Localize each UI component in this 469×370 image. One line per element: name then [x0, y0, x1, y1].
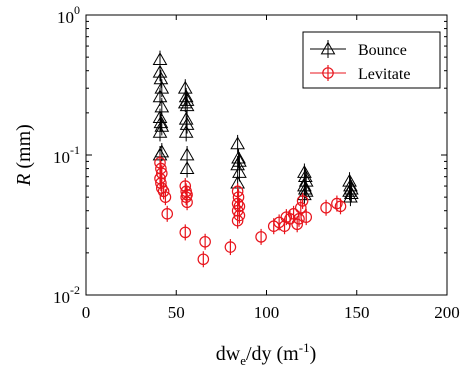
bounce-point — [178, 123, 194, 142]
levitate-point — [197, 251, 210, 268]
series-bounce — [152, 50, 359, 207]
x-tick-label: 150 — [344, 303, 370, 322]
y-tick-label: 100 — [57, 3, 80, 27]
bounce-point — [230, 134, 245, 153]
x-tick-label: 100 — [254, 303, 280, 322]
levitate-point — [157, 183, 170, 200]
levitate-point — [159, 189, 172, 206]
bounce-point — [152, 123, 168, 142]
bounce-point — [179, 96, 195, 115]
bounce-point — [231, 149, 246, 168]
bounce-point — [152, 63, 168, 82]
legend-label: Bounce — [358, 42, 407, 59]
axis-ticks — [85, 14, 448, 296]
bounce-point — [343, 184, 359, 203]
levitate-point — [199, 233, 211, 250]
levitate-point — [161, 205, 174, 222]
levitate-point — [224, 239, 237, 256]
x-tick-label: 50 — [168, 303, 185, 322]
x-tick-label: 200 — [434, 303, 460, 322]
tick-labels: 0 50 100 150 200 100 10-1 10-2 — [53, 3, 460, 322]
bounce-point — [154, 117, 170, 136]
legend-marker-levitate — [322, 65, 334, 81]
bounce-point — [232, 163, 247, 182]
series-levitate — [154, 154, 347, 268]
legend-box — [302, 31, 441, 89]
legend-item-bounce: Bounce — [310, 40, 407, 59]
levitate-point — [294, 199, 307, 216]
legend: Bounce Levitate — [302, 31, 441, 89]
levitate-point — [181, 194, 193, 211]
bounce-point — [179, 159, 195, 178]
bounce-point — [297, 185, 312, 204]
levitate-point — [232, 189, 245, 206]
levitate-point — [300, 209, 313, 226]
levitate-point — [334, 198, 347, 215]
levitate-point — [255, 228, 267, 245]
levitate-point — [296, 192, 309, 209]
levitate-point — [293, 210, 305, 227]
x-axis-label: dwe/dy (m-1) — [216, 340, 317, 368]
legend-label: Levitate — [358, 66, 410, 83]
bounce-point — [179, 115, 195, 134]
bounce-point — [343, 188, 358, 207]
levitate-point — [231, 212, 244, 229]
y-tick-label: 10-1 — [53, 143, 80, 167]
levitate-point — [179, 224, 192, 241]
x-tick-label: 0 — [82, 303, 91, 322]
y-tick-label: 10-2 — [53, 283, 80, 307]
y-axis-label: R (mm) — [13, 124, 35, 187]
legend-marker-bounce — [320, 40, 336, 58]
levitate-point — [331, 195, 343, 212]
bounce-point — [154, 98, 170, 117]
legend-item-levitate: Levitate — [310, 65, 410, 83]
data-markers — [152, 50, 359, 268]
levitate-point — [320, 199, 332, 216]
